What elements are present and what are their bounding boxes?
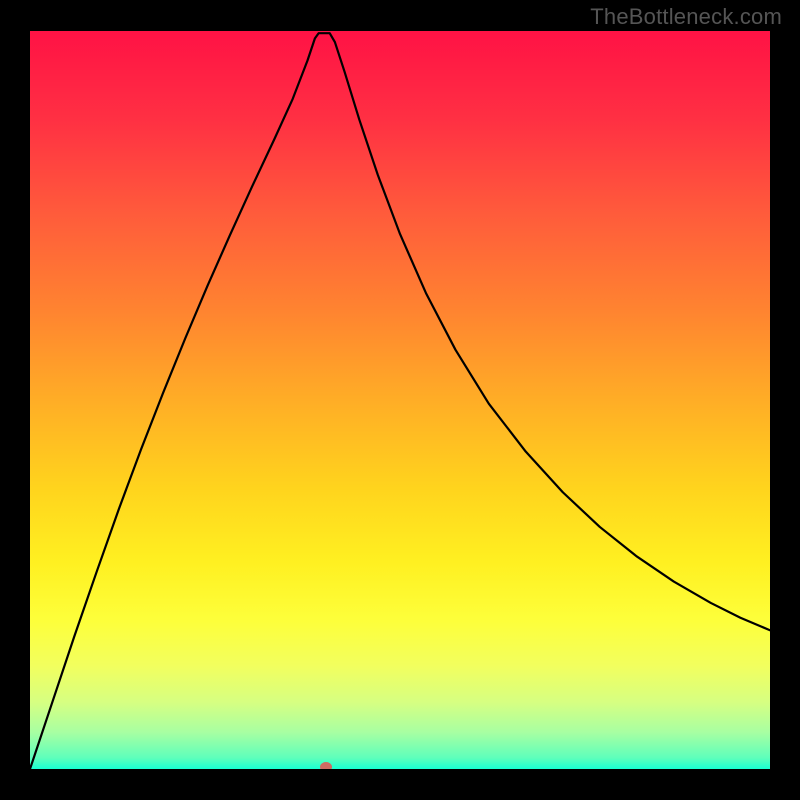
border-right [770, 0, 800, 800]
chart-frame: TheBottleneck.com [0, 0, 800, 800]
bottleneck-curve [30, 33, 770, 769]
border-bottom [0, 769, 800, 800]
border-left [0, 0, 30, 800]
watermark-text: TheBottleneck.com [590, 4, 782, 30]
curve-svg [30, 31, 770, 769]
minimum-marker [320, 762, 332, 769]
plot-area [30, 31, 770, 769]
